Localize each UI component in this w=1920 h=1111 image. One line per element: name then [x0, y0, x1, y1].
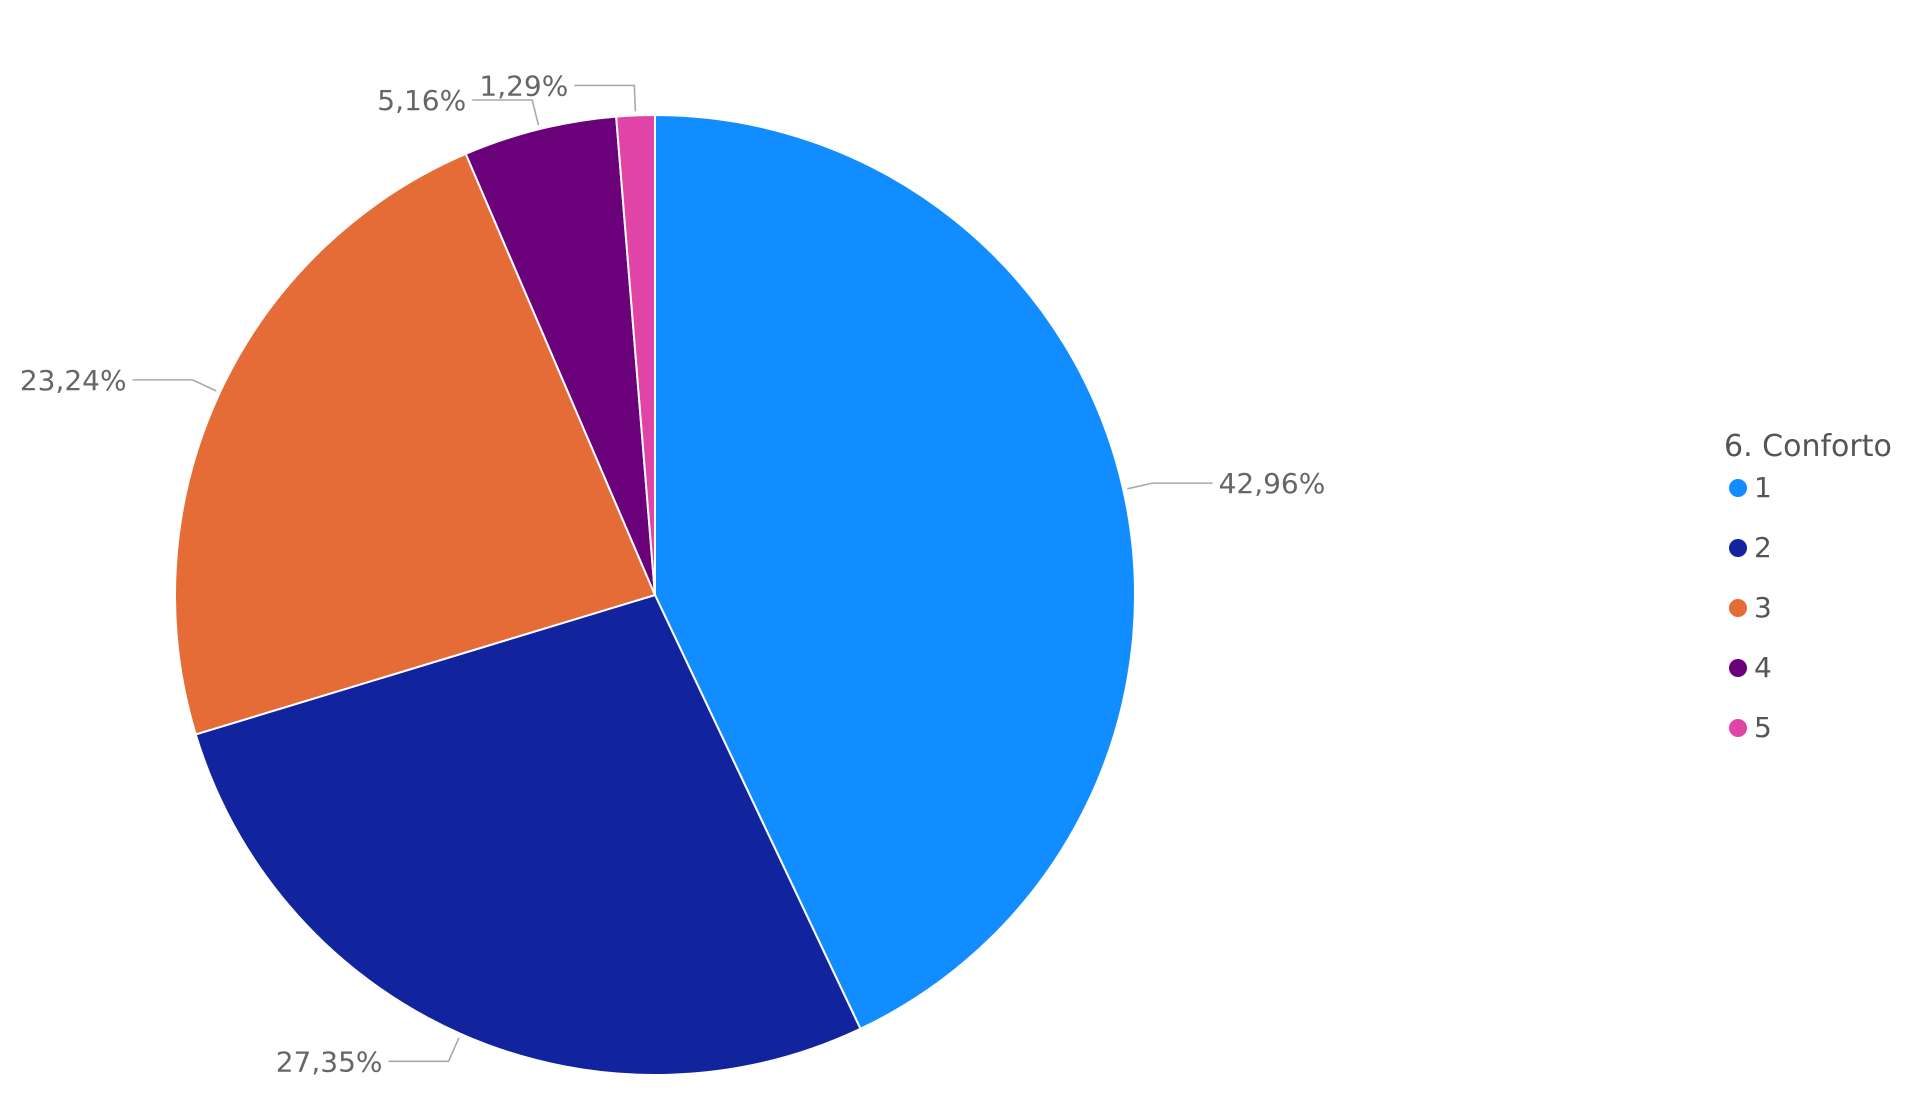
legend-marker-4 [1729, 659, 1747, 677]
legend-label-1[interactable]: 1 [1754, 471, 1772, 504]
leader-lines [132, 84, 1213, 1063]
legend-marker-5 [1729, 719, 1747, 737]
pie-slice-4[interactable] [464, 115, 656, 596]
leader-line-4 [472, 99, 540, 126]
legend-marker-2 [1729, 539, 1747, 557]
legend-items: 1 2 3 4 5 [1729, 471, 1772, 744]
leader-line-1 [1127, 482, 1213, 490]
pie-slice-1[interactable] [654, 113, 1136, 1031]
pie-slices [174, 113, 1136, 1076]
legend-marker-1 [1729, 479, 1747, 497]
pie-slice-5[interactable] [615, 113, 656, 596]
data-label-4: 5,16% [377, 84, 466, 117]
data-label-3: 23,24% [20, 364, 127, 397]
legend-marker-3 [1729, 599, 1747, 617]
pie-slice-3[interactable] [174, 152, 657, 736]
legend-title: 6. Conforto [1724, 429, 1892, 464]
data-label-1: 42,96% [1219, 467, 1326, 500]
data-label-5: 1,29% [479, 69, 568, 102]
legend-label-5[interactable]: 5 [1754, 711, 1772, 744]
leader-line-2 [388, 1037, 460, 1063]
leader-line-3 [132, 379, 217, 392]
leader-line-5 [574, 84, 637, 112]
legend-label-2[interactable]: 2 [1754, 531, 1772, 564]
pie-slice-2[interactable] [194, 593, 862, 1076]
legend: 6. Conforto 1 2 3 4 5 [1724, 429, 1892, 744]
data-label-2: 27,35% [276, 1045, 383, 1078]
legend-label-4[interactable]: 4 [1754, 651, 1772, 684]
data-labels: 42,96% 27,35% 23,24% 5,16% 1,29% [20, 69, 1326, 1078]
legend-label-3[interactable]: 3 [1754, 591, 1772, 624]
